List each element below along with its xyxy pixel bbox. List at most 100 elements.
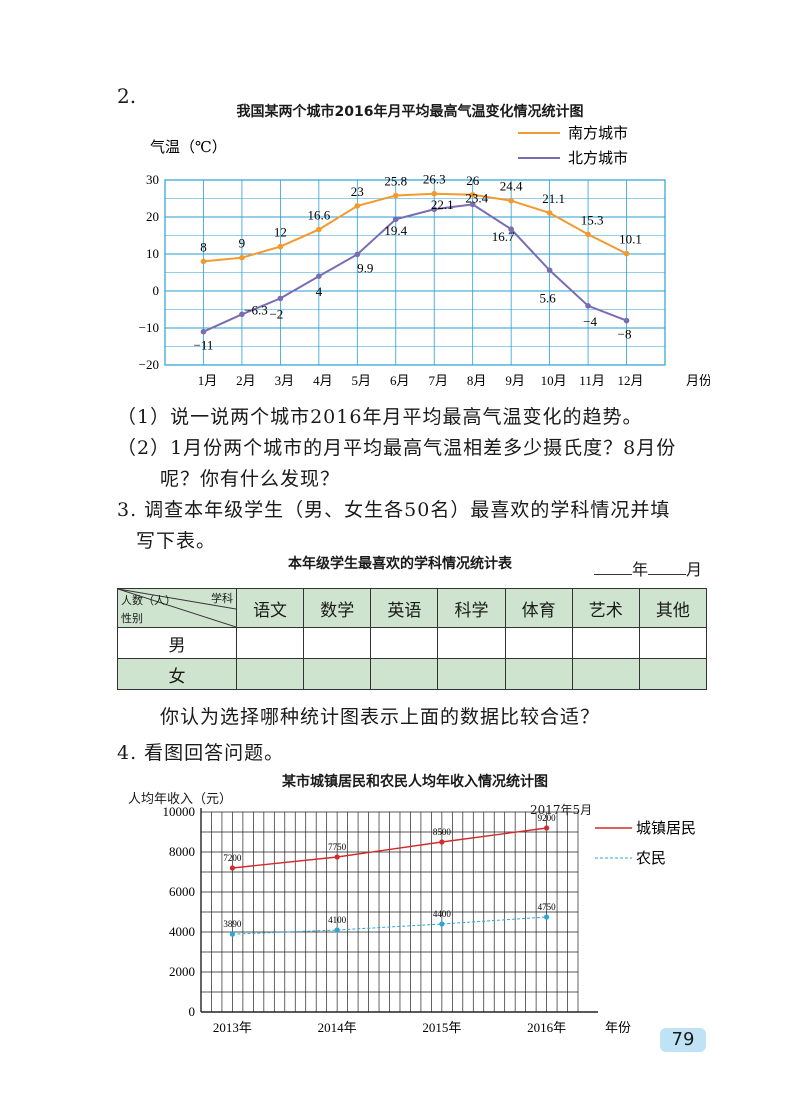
data-label: 24.4 — [500, 179, 523, 194]
y-tick-label: 0 — [153, 283, 160, 298]
y-tick-label: 4000 — [169, 924, 195, 939]
data-point — [469, 192, 476, 198]
header-subject-english: 英语 — [370, 588, 439, 628]
series-line-south — [203, 192, 627, 263]
data-point — [469, 201, 476, 208]
data-point — [508, 226, 514, 233]
data-point — [334, 927, 340, 933]
data-point — [508, 197, 514, 204]
data-point — [585, 303, 591, 309]
data-point — [546, 210, 553, 216]
page-number: 79 — [660, 1028, 706, 1052]
data-label: 5.6 — [539, 290, 556, 305]
header-subject-other: 其他 — [638, 588, 708, 628]
data-point — [431, 190, 438, 197]
table-cell[interactable] — [235, 658, 305, 690]
data-point — [239, 254, 245, 261]
question-3-line-1: 3. 调查本年级学生（男、女生各50名）最喜欢的学科情况并填 — [117, 499, 671, 521]
data-label: 7750 — [328, 842, 347, 852]
table-cell[interactable] — [638, 658, 708, 690]
data-label: 16.7 — [492, 229, 515, 244]
data-label: 7200 — [223, 853, 242, 863]
table-cell[interactable] — [504, 658, 573, 690]
y-tick-label: 6000 — [169, 884, 195, 899]
table-cell[interactable] — [571, 627, 640, 659]
y-tick-label: 10 — [146, 246, 159, 261]
x-tick-label: 5月 — [352, 373, 372, 388]
data-point — [392, 192, 399, 199]
data-label: 26.3 — [423, 172, 446, 187]
y-tick-label: −20 — [139, 357, 159, 372]
data-point — [229, 931, 236, 937]
date-fill-in: 年月 — [594, 556, 702, 580]
data-label: 23 — [351, 184, 364, 199]
data-point — [439, 839, 445, 845]
table-cell[interactable] — [638, 627, 708, 659]
data-label: 16.6 — [307, 208, 330, 223]
x-tick-label: 2013年 — [213, 1020, 252, 1035]
data-label: 26 — [466, 173, 480, 188]
table-cell[interactable] — [370, 627, 439, 659]
data-point — [623, 317, 630, 324]
x-tick-label: 10月 — [541, 373, 567, 388]
header-subject-math: 数学 — [303, 588, 372, 628]
table-cell[interactable] — [235, 627, 305, 659]
data-label: 4400 — [433, 909, 452, 919]
month-blank[interactable] — [648, 574, 687, 575]
data-point — [585, 231, 591, 238]
x-axis-label: 月份 — [686, 373, 710, 388]
data-point — [543, 825, 550, 831]
y-tick-label: 30 — [146, 172, 159, 187]
data-label: 9 — [239, 236, 246, 251]
chart-2-date: 2017年5月 — [530, 803, 593, 817]
data-label: 19.4 — [384, 223, 407, 238]
data-point — [439, 921, 445, 927]
chart-2-title: 某市城镇居民和农民人均年收入情况统计图 — [282, 774, 548, 790]
header-subject-science: 科学 — [437, 588, 506, 628]
question-2-number: 2. — [117, 84, 137, 108]
data-label: 23.4 — [465, 190, 488, 205]
row-label-male: 男 — [117, 627, 237, 659]
data-point — [334, 854, 340, 860]
data-point — [392, 216, 399, 223]
table-cell[interactable] — [370, 658, 439, 690]
series-line-rural — [232, 916, 547, 935]
table-cell[interactable] — [303, 658, 372, 690]
data-label: −6.3 — [244, 302, 268, 317]
header-subject-art: 艺术 — [571, 588, 640, 628]
table-cell[interactable] — [504, 627, 573, 659]
row-label-female: 女 — [117, 658, 237, 690]
income-line-chart: 0 2000 4000 6000 8000 10000 2013年 2014年 2015年 201… — [163, 806, 697, 1035]
data-point — [200, 258, 207, 265]
question-4-line-1: 4. 看图回答问题。 — [117, 742, 285, 764]
data-label: 3890 — [223, 919, 242, 929]
data-label: −8 — [618, 327, 632, 342]
data-label: −2 — [269, 306, 283, 321]
data-point — [200, 328, 207, 335]
data-label: 10.1 — [619, 232, 642, 247]
table-cell[interactable] — [437, 658, 506, 690]
year-blank[interactable] — [594, 574, 632, 575]
x-tick-label: 12月 — [618, 373, 644, 388]
data-point — [623, 250, 630, 257]
table-cell[interactable] — [571, 658, 640, 690]
data-label: 4 — [316, 284, 323, 299]
x-tick-label: 7月 — [428, 373, 448, 388]
table-corner-cell: 学科 人数（人） 性别 — [117, 588, 237, 628]
x-tick-label: 4月 — [313, 373, 333, 388]
data-point — [316, 226, 322, 233]
x-tick-label: 3月 — [275, 373, 295, 388]
table-cell[interactable] — [437, 627, 506, 659]
data-point — [431, 206, 438, 213]
data-label: 12 — [274, 225, 287, 240]
table-cell[interactable] — [303, 627, 372, 659]
x-tick-label: 2月 — [236, 373, 256, 388]
x-axis-label: 年份 — [605, 1020, 631, 1035]
x-tick-label: 9月 — [505, 373, 525, 388]
chart-1-title: 我国某两个城市2016年月平均最高气温变化情况统计图 — [236, 104, 584, 120]
header-subject-chinese: 语文 — [235, 588, 305, 628]
y-axis-label: 气温（℃） — [150, 139, 227, 156]
data-label: 4100 — [328, 915, 347, 925]
data-point — [277, 243, 284, 250]
